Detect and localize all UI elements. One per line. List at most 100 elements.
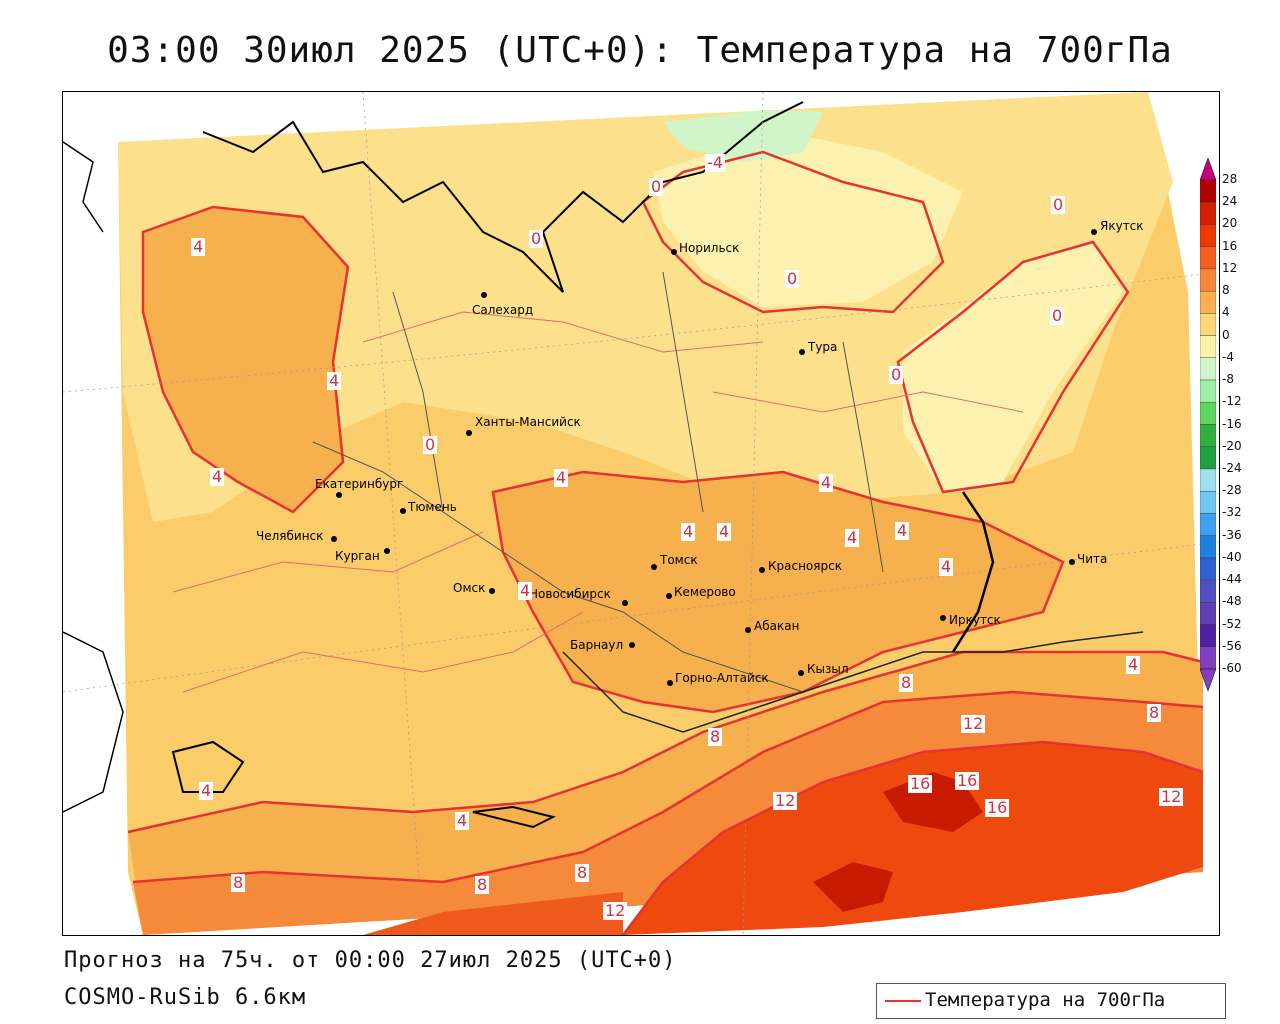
isotherm-label: 0 — [529, 229, 544, 248]
city-label: Екатеринбург — [315, 477, 404, 491]
isotherm-label: 8 — [475, 875, 490, 894]
colorbar-tick-label: -24 — [1222, 460, 1242, 475]
isotherm-label: 4 — [210, 467, 225, 486]
legend-label: Температура на 700гПа — [925, 989, 1166, 1011]
colorbar-tick-label: -16 — [1222, 416, 1242, 431]
isotherm-label: 0 — [785, 269, 800, 288]
city-label: Омск — [453, 581, 486, 595]
colorbar-tick-label: -8 — [1222, 372, 1234, 387]
city-dot — [798, 670, 804, 676]
colorbar-tick-label: -56 — [1222, 638, 1242, 653]
city-dot — [666, 593, 672, 599]
city-dot — [331, 536, 337, 542]
isotherm-label: 4 — [199, 781, 214, 800]
city-label: Салехард — [472, 303, 534, 317]
colorbar-segment — [1200, 513, 1216, 536]
city-dot — [384, 548, 390, 554]
colorbar-segment — [1200, 490, 1216, 514]
colorbar — [1200, 158, 1216, 691]
city-label: Ханты-Мансийск — [475, 415, 581, 429]
city-label: Норильск — [679, 241, 740, 255]
city-dot — [799, 349, 805, 355]
city-dot — [1069, 559, 1075, 565]
isotherm-label: 12 — [773, 791, 798, 810]
isotherm-label: 16 — [955, 771, 980, 790]
city-label: Томск — [660, 553, 698, 567]
colorbar-segment — [1200, 446, 1216, 470]
isotherm-label: 4 — [455, 811, 470, 830]
city-dot — [622, 600, 628, 606]
legend-line-swatch — [885, 1000, 921, 1002]
isotherm-label: 16 — [908, 774, 933, 793]
isotherm-label: 8 — [899, 673, 914, 692]
city-label: Тюмень — [408, 500, 457, 514]
colorbar-segment — [1200, 535, 1216, 559]
isotherm-label: 8 — [708, 727, 723, 746]
colorbar-tick-label: 12 — [1222, 260, 1238, 275]
colorbar-tick-label: 20 — [1222, 216, 1238, 231]
city-label: Барнаул — [570, 638, 624, 652]
city-label: Кызыл — [807, 662, 849, 676]
colorbar-segment — [1200, 179, 1216, 203]
colorbar-segment — [1200, 202, 1216, 225]
isotherm-label: 0 — [1051, 195, 1066, 214]
isotherm-label: 4 — [681, 522, 696, 541]
colorbar-top-arrow — [1200, 158, 1216, 181]
colorbar-tick-label: -12 — [1222, 394, 1242, 409]
city-label: Кемерово — [674, 585, 736, 599]
isotherm-label: 12 — [961, 714, 986, 733]
forecast-info: Прогноз на 75ч. от 00:00 27июл 2025 (UTC… — [64, 948, 677, 973]
city-dot — [629, 642, 635, 648]
colorbar-tick-label: -20 — [1222, 438, 1242, 453]
map-title: 03:00 30июл 2025 (UTC+0): Температура на… — [107, 30, 1173, 71]
city-label: Чита — [1077, 552, 1108, 566]
isotherm-label: 4 — [939, 557, 954, 576]
colorbar-segment — [1200, 579, 1216, 603]
isotherm-label: 0 — [889, 365, 904, 384]
colorbar-segment — [1200, 224, 1216, 247]
city-label: Абакан — [754, 619, 800, 633]
colorbar-segment — [1200, 602, 1216, 625]
city-dot — [1091, 229, 1097, 235]
colorbar-tick-label: -60 — [1222, 661, 1242, 675]
colorbar-tick-label: -44 — [1222, 572, 1242, 587]
model-info: COSMO-RuSib 6.6км — [64, 985, 307, 1010]
city-dot — [336, 492, 342, 498]
isotherm-label: 8 — [575, 863, 590, 882]
isotherm-label: 4 — [819, 473, 834, 492]
city-dot — [671, 249, 677, 255]
city-dot — [651, 564, 657, 570]
temperature-map: Салехард Норильск Якутск Тура Ханты-Манс… — [62, 91, 1220, 936]
isotherm-label: 0 — [1050, 306, 1065, 325]
legend: Температура на 700гПа — [876, 983, 1226, 1019]
colorbar-tick-label: -52 — [1222, 616, 1242, 631]
colorbar-segment — [1200, 268, 1216, 292]
isotherm-label: 12 — [1159, 787, 1184, 806]
isotherm-label: 8 — [231, 873, 246, 892]
colorbar-segment — [1200, 624, 1216, 647]
colorbar-tick-label: 4 — [1222, 305, 1230, 320]
colorbar-tick-label: -32 — [1222, 505, 1242, 520]
city-label: Челябинск — [256, 529, 324, 543]
city-label: Иркутск — [949, 613, 1001, 627]
colorbar-tick-label: 24 — [1222, 194, 1238, 209]
isotherm-label: 16 — [985, 798, 1010, 817]
colorbar-tick-label: -36 — [1222, 527, 1242, 542]
isotherm-label: -4 — [705, 153, 725, 172]
isotherm-label: 4 — [554, 468, 569, 487]
map-canvas — [63, 92, 1219, 935]
city-label: Красноярск — [768, 559, 842, 573]
city-dot — [466, 430, 472, 436]
city-dot — [745, 627, 751, 633]
colorbar-segment — [1200, 290, 1216, 314]
colorbar-tick-label: -40 — [1222, 549, 1242, 564]
colorbar-segment — [1200, 557, 1216, 581]
colorbar-bottom-arrow — [1200, 668, 1216, 691]
city-label: Тура — [808, 340, 838, 354]
colorbar-tick-label: 8 — [1222, 283, 1230, 298]
city-label: Якутск — [1100, 219, 1144, 233]
isotherm-label: 8 — [1147, 703, 1162, 722]
city-label: Горно-Алтайск — [675, 671, 769, 685]
colorbar-tick-label: 28 — [1222, 172, 1238, 186]
isotherm-label: 4 — [191, 237, 206, 256]
